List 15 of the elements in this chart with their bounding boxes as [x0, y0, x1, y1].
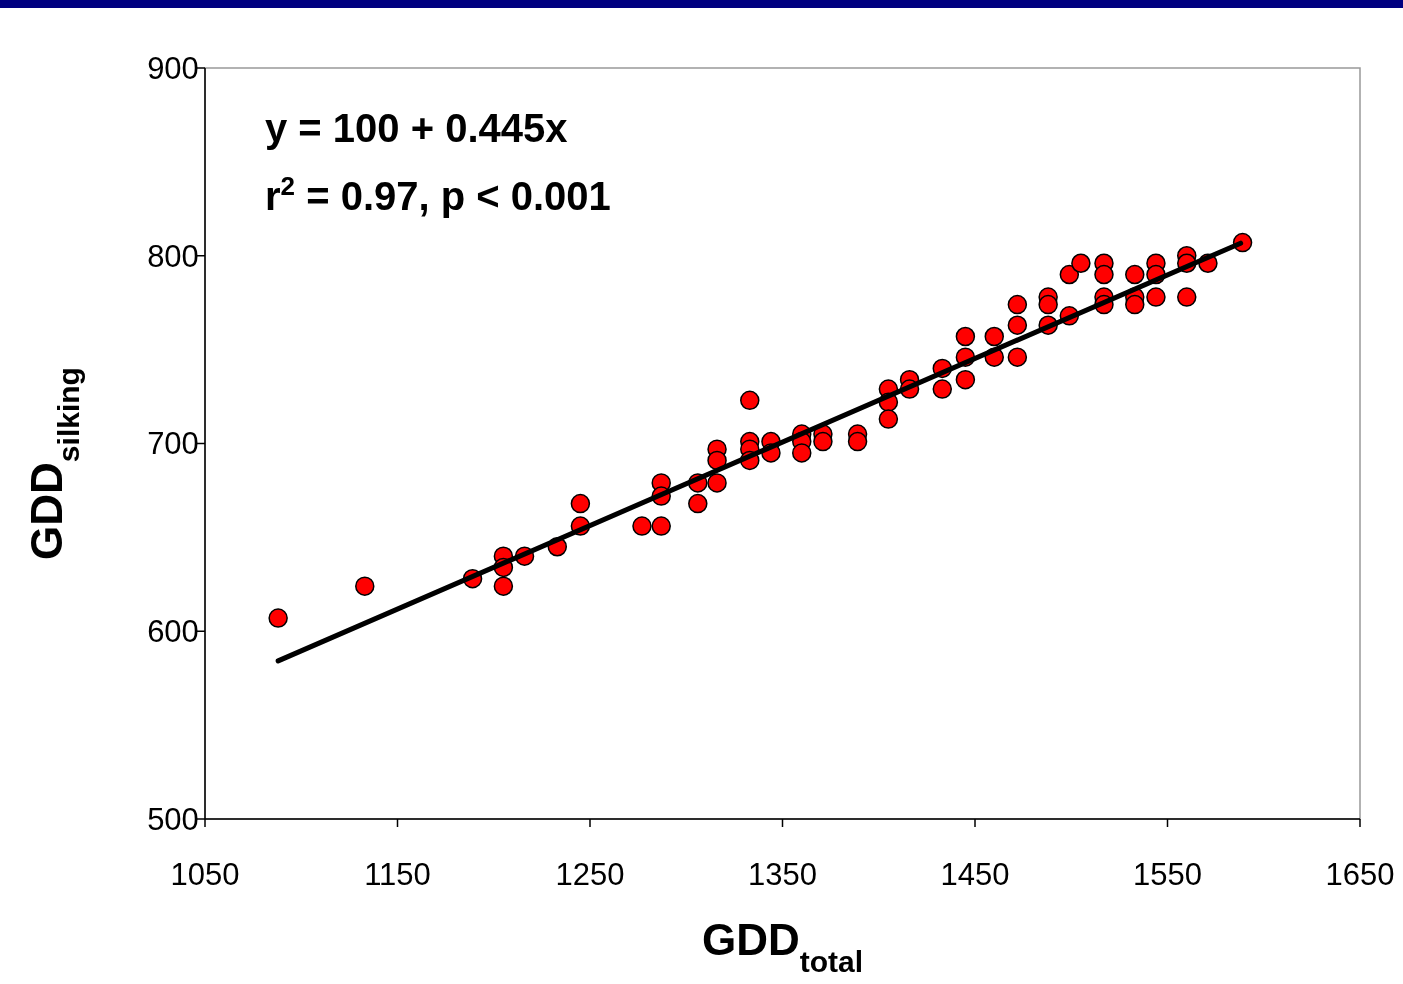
x-tick-label: 1250 [555, 857, 625, 892]
x-tick-label: 1450 [940, 857, 1010, 892]
annotation: y = 100 + 0.445x [265, 106, 568, 150]
x-tick-label: 1550 [1133, 857, 1202, 892]
y-tick-label: 700 [147, 426, 199, 462]
x-axis-title: GDD$_{total}$ [701, 915, 864, 978]
y-tick-label: 500 [147, 801, 199, 837]
y-tick-label: 800 [147, 238, 199, 274]
y-tick-label: 900 [147, 50, 199, 86]
x-tick-label: 1150 [364, 857, 431, 892]
x-tick-label: 1350 [748, 857, 817, 892]
annotation: r$^{2}$ = 0.97, p < 0.001 [265, 171, 611, 218]
x-tick-label: 1650 [1325, 857, 1395, 892]
y-tick-label: 600 [147, 614, 199, 650]
x-tick-label: 1050 [170, 857, 240, 892]
